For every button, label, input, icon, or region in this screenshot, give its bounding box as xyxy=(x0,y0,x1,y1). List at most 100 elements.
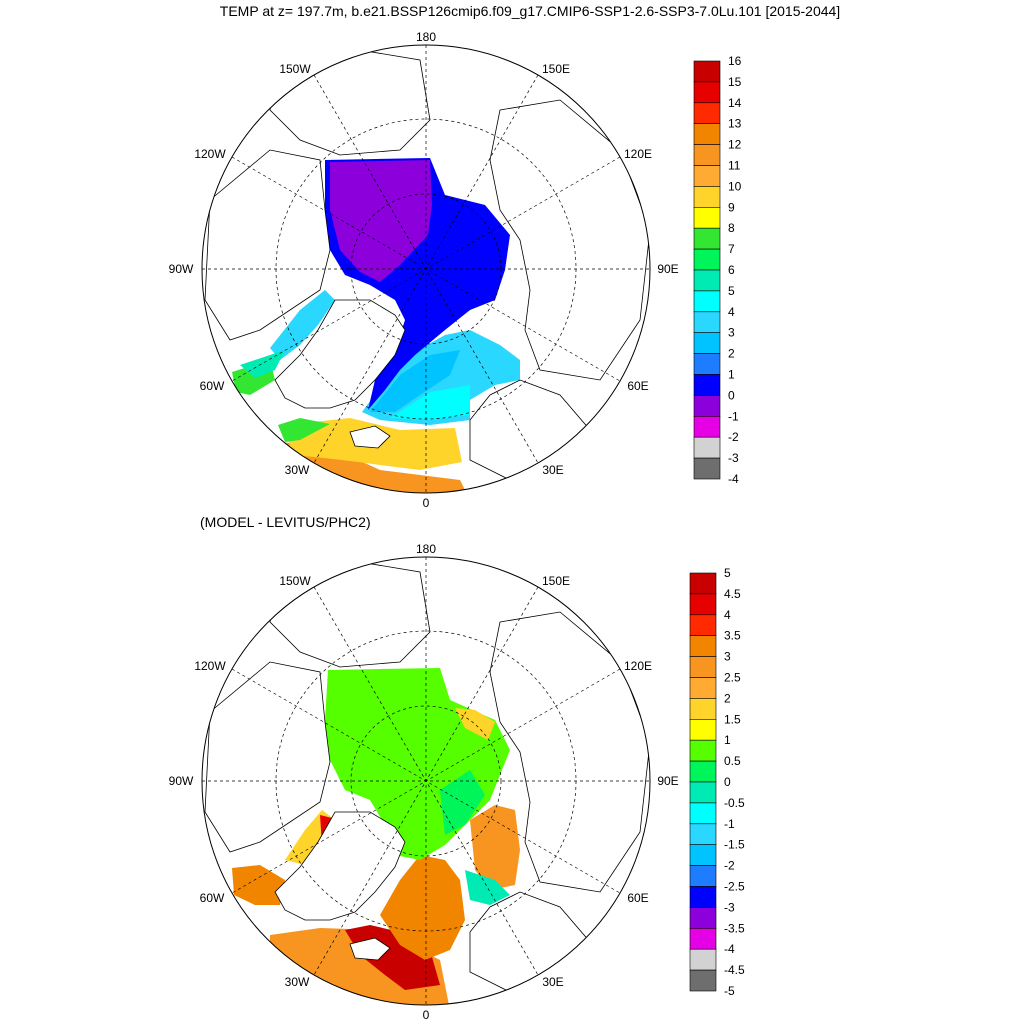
top-colorbar-label: -2 xyxy=(728,430,739,444)
top-lon-label-120w: 120W xyxy=(194,147,226,161)
bottom-colorbar-swatch xyxy=(689,760,717,783)
top-colorbar-label: -4 xyxy=(728,472,739,486)
bottom-colorbar-swatch xyxy=(689,907,717,929)
bottom-colorbar-label: 0.5 xyxy=(724,754,741,768)
top-lon-label-30e: 30E xyxy=(542,463,563,477)
bottom-colorbar-label: -1 xyxy=(724,817,735,831)
bottom-colorbar-label: 0 xyxy=(724,775,731,789)
top-land-canada xyxy=(204,149,331,341)
top-lon-label-60e: 60E xyxy=(627,379,648,393)
top-lon-label-150e: 150E xyxy=(542,62,570,76)
bottom-colorbar-label: 1 xyxy=(724,733,731,747)
top-lon-label-120e: 120E xyxy=(624,147,652,161)
bot-lon-label-90e: 90E xyxy=(657,774,678,788)
bot-lon-label-30e: 30E xyxy=(542,975,563,989)
top-land-iceland xyxy=(349,425,391,449)
top-colorbar-label: -3 xyxy=(728,451,739,465)
bot-lon-label-120e: 120E xyxy=(624,659,652,673)
bottom-colorbar-label: -4.5 xyxy=(724,963,745,977)
bottom-colorbar-swatch xyxy=(689,927,717,950)
bottom-colorbar-label: 5 xyxy=(724,566,731,580)
top-colorbar-label: 4 xyxy=(728,305,735,319)
top-field-blue2 xyxy=(370,350,460,412)
bottom-colorbar-label: 1.5 xyxy=(724,712,741,726)
top-colorbar-swatch xyxy=(693,227,721,250)
bottom-colorbar-swatch xyxy=(689,781,717,804)
top-field-cyan-labrador xyxy=(240,350,285,378)
top-colorbar-label: 9 xyxy=(728,200,735,214)
top-colorbar-swatch xyxy=(693,395,721,417)
bot-land-scandinavia xyxy=(469,891,601,998)
top-colorbar-label: 6 xyxy=(728,263,735,277)
figure-title: TEMP at z= 197.7m, b.e21.BSSP126cmip6.f0… xyxy=(219,3,841,19)
top-colorbar-label: 16 xyxy=(728,54,742,68)
top-colorbar-swatch xyxy=(693,60,721,83)
top-lon-label-150w: 150W xyxy=(279,62,311,76)
bottom-colorbar-label: 2 xyxy=(724,691,731,705)
bottom-colorbar-swatch xyxy=(689,739,717,762)
bottom-colorbar-swatch xyxy=(689,677,717,699)
top-land-siberia xyxy=(489,99,650,381)
bottom-colorbar-swatch xyxy=(689,698,717,720)
top-colorbar-label: -1 xyxy=(728,409,739,423)
bottom-colorbar-swatch xyxy=(689,969,717,992)
bot-lon-label-30w: 30W xyxy=(285,975,310,989)
top-lon-label-180: 180 xyxy=(416,30,436,44)
bottom-colorbar-label: 3.5 xyxy=(724,629,741,643)
top-colorbar-label: 0 xyxy=(728,388,735,402)
top-colorbar-swatch xyxy=(693,269,721,292)
top-field-green-atlantic xyxy=(278,418,330,442)
bot-field-cyan-kara xyxy=(465,870,510,905)
top-colorbar-swatch xyxy=(693,353,721,375)
bottom-colorbar-swatch xyxy=(689,948,717,971)
top-colorbar-swatch xyxy=(693,186,721,208)
bottom-colorbar-swatch xyxy=(689,844,717,866)
top-map-boundary xyxy=(201,44,651,494)
top-colorbar-swatch xyxy=(693,144,721,166)
top-field-cyan-baffin xyxy=(270,290,335,360)
top-colorbar-swatch xyxy=(693,436,721,459)
bottom-graticule xyxy=(202,557,650,1005)
bot-lon-label-120w: 120W xyxy=(194,659,226,673)
bottom-colorbar-swatch xyxy=(689,823,717,845)
top-lon-label-60w: 60W xyxy=(200,379,225,393)
bottom-colorbar-label: -2 xyxy=(724,859,735,873)
bottom-colorbar-label: -3.5 xyxy=(724,921,745,935)
top-colorbar-label: 5 xyxy=(728,284,735,298)
top-field-purple-canada xyxy=(330,160,432,282)
bot-lon-label-60w: 60W xyxy=(200,891,225,905)
bottom-colorbar-swatch xyxy=(689,614,717,636)
top-graticule xyxy=(202,45,650,493)
bottom-colorbar: 5 4.5 4 3.5 3 2.5 2 1.5 1 0.5 0 -0.5 -1 -1.5 -2 -2.5 -3 -… xyxy=(689,566,745,998)
bottom-map-boundary xyxy=(201,556,651,1006)
bot-land-canada xyxy=(204,661,331,853)
bottom-colorbar-label: 4.5 xyxy=(724,587,741,601)
bottom-colorbar-swatch xyxy=(689,802,717,825)
bot-field-orange-kara xyxy=(470,805,520,890)
top-land-greenland xyxy=(274,299,406,409)
top-lon-label-30w: 30W xyxy=(285,463,310,477)
bottom-colorbar-label: -0.5 xyxy=(724,796,745,810)
bottom-colorbar-label: 3 xyxy=(724,650,731,664)
top-colorbar-label: 13 xyxy=(728,117,742,131)
top-colorbar-label: 7 xyxy=(728,242,735,256)
top-colorbar-label: 2 xyxy=(728,347,735,361)
top-colorbar-swatch xyxy=(693,123,721,145)
difference-subtitle: (MODEL - LEVITUS/PHC2) xyxy=(200,514,371,530)
bottom-polar-map: 180 150E 120E 90E 60E 30E 0 30W 60W 90W … xyxy=(169,542,679,1022)
bot-field-orange-labrador xyxy=(232,865,285,905)
bottom-colorbar-label: -3 xyxy=(724,900,735,914)
top-colorbar-label: 11 xyxy=(728,159,741,173)
bot-land-greenland xyxy=(274,811,406,921)
bottom-colorbar-label: -2.5 xyxy=(724,880,745,894)
top-colorbar-swatch xyxy=(693,332,721,354)
top-field-lightcyan xyxy=(390,385,470,420)
top-lon-label-90w: 90W xyxy=(169,262,194,276)
top-colorbar-swatch xyxy=(693,207,721,229)
top-lon-label-0: 0 xyxy=(423,496,430,510)
top-colorbar-swatch xyxy=(693,374,721,396)
top-colorbar-label: 8 xyxy=(728,221,735,235)
bottom-colorbar-label: -1.5 xyxy=(724,838,745,852)
bot-lon-label-0: 0 xyxy=(423,1008,430,1022)
